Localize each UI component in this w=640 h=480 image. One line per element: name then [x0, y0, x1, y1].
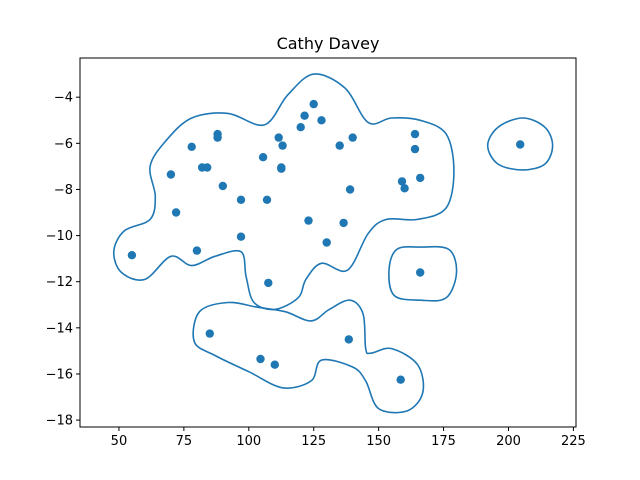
- data-point-28: [335, 141, 344, 150]
- chart-title: Cathy Davey: [277, 34, 380, 53]
- data-point-1: [166, 170, 176, 179]
- data-point-7: [205, 329, 214, 338]
- data-point-12: [236, 232, 246, 241]
- x-tick-label-5: 175: [431, 434, 456, 449]
- contour-line-0: [112, 73, 455, 311]
- data-point-38: [416, 173, 425, 183]
- data-point-10: [218, 181, 227, 191]
- data-point-14: [258, 153, 268, 162]
- y-axis: −4 −6 −8 −10 −12 −14 −16 −18: [46, 91, 80, 429]
- y-tick-label-7: −18: [46, 414, 73, 429]
- x-tick-label-6: 200: [496, 434, 521, 449]
- contour-line-1: [192, 299, 425, 414]
- data-point-0: [127, 251, 137, 260]
- data-point-32: [348, 133, 357, 142]
- x-tick-label-7: 225: [561, 434, 586, 449]
- data-point-20: [277, 164, 286, 173]
- data-point-22: [296, 123, 305, 132]
- data-point-33: [396, 375, 405, 384]
- data-point-26: [317, 116, 326, 125]
- data-point-18: [274, 133, 283, 142]
- y-tick-label-4: −12: [46, 275, 73, 290]
- data-point-15: [262, 195, 272, 204]
- data-point-31: [345, 185, 355, 194]
- data-point-2: [171, 208, 181, 217]
- scatter-points: [127, 99, 525, 384]
- data-point-6: [203, 163, 212, 172]
- y-tick-label-0: −4: [54, 91, 73, 106]
- data-point-4: [192, 246, 202, 255]
- data-point-9: [213, 133, 222, 142]
- data-point-34: [397, 177, 407, 186]
- x-tick-label-0: 50: [111, 434, 128, 449]
- data-point-35: [400, 184, 409, 193]
- x-tick-label-4: 150: [366, 434, 391, 449]
- data-point-3: [187, 142, 196, 151]
- y-tick-label-5: −14: [46, 321, 73, 336]
- data-point-16: [264, 278, 273, 288]
- contour-line-3: [486, 117, 554, 171]
- x-axis: 50 75 100 125 150 175 200 225: [111, 427, 586, 449]
- plot-frame: [79, 57, 577, 428]
- data-point-36: [410, 129, 420, 139]
- x-tick-label-1: 75: [176, 434, 193, 449]
- data-point-11: [236, 195, 246, 204]
- y-tick-label-3: −10: [46, 229, 73, 244]
- y-tick-label-2: −8: [54, 183, 73, 198]
- data-point-21: [278, 141, 287, 150]
- data-point-25: [309, 99, 318, 109]
- data-point-30: [344, 335, 353, 344]
- data-point-23: [300, 111, 309, 120]
- contour-lines: [112, 73, 554, 414]
- data-point-17: [270, 360, 279, 369]
- data-point-37: [410, 144, 420, 154]
- y-tick-label-6: −16: [46, 367, 73, 382]
- data-point-24: [304, 216, 313, 225]
- data-point-29: [339, 218, 348, 228]
- data-point-13: [256, 354, 265, 364]
- contour-line-2: [388, 245, 458, 302]
- data-point-39: [416, 268, 425, 277]
- data-point-27: [322, 238, 331, 247]
- x-tick-label-2: 100: [236, 434, 261, 449]
- y-tick-label-1: −6: [54, 137, 73, 152]
- data-point-40: [516, 140, 525, 149]
- x-tick-label-3: 125: [301, 434, 326, 449]
